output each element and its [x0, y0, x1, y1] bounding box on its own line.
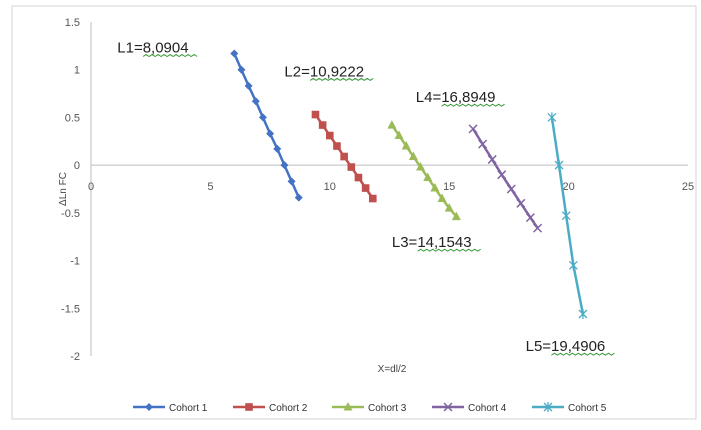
y-tick-labels: 1.5 1 0.5 0 -0.5 -1 -1.5 -2: [61, 17, 80, 363]
annotation-label: L5=19,4906: [526, 338, 606, 355]
series-cohort-4: [468, 124, 543, 233]
x-tick-label: 0: [88, 181, 94, 193]
data-point: [294, 193, 303, 202]
data-point: [468, 124, 478, 134]
legend-item-cohort-3: Cohort 3: [332, 402, 407, 414]
x-tick-label: 10: [324, 181, 336, 193]
data-point: [244, 81, 253, 90]
data-point: [487, 154, 497, 164]
series-cohort-2: [311, 110, 377, 203]
data-point: [347, 163, 356, 171]
y-tick-label: -1: [70, 256, 80, 268]
legend-item-cohort-4: Cohort 4: [432, 402, 507, 414]
annotation-group: L1=8,0904 L2=10,9222 L4=16,8949 L3=14,1543 L…: [117, 40, 615, 356]
data-point: [394, 130, 404, 140]
data-point: [258, 113, 267, 122]
data-point: [430, 183, 440, 192]
series-line: [233, 52, 300, 199]
series-cohort-1: [230, 49, 303, 202]
data-point: [266, 129, 275, 138]
legend-label: Cohort 2: [269, 403, 308, 414]
legend-label: Cohort 4: [468, 403, 507, 414]
data-point: [354, 173, 363, 182]
series-cohort-5: [547, 112, 588, 320]
data-point: [387, 120, 397, 129]
legend-marker: [343, 402, 353, 411]
legend-marker: [245, 403, 253, 411]
data-point: [401, 141, 411, 150]
data-point: [525, 213, 535, 223]
annotation-label: L1=8,0904: [117, 40, 188, 57]
data-point: [311, 110, 320, 119]
chart-area-border: [11, 5, 697, 420]
legend-item-cohort-2: Cohort 2: [233, 403, 308, 414]
data-point: [568, 260, 578, 271]
data-point: [554, 160, 564, 171]
y-tick-label: 1.5: [65, 17, 80, 29]
x-tick-label: 20: [562, 181, 574, 193]
data-point: [516, 198, 526, 208]
annotation-label: L4=16,8949: [416, 89, 496, 106]
legend-label: Cohort 5: [568, 403, 607, 414]
data-point: [561, 210, 571, 221]
data-point: [506, 184, 516, 194]
data-point: [333, 142, 341, 150]
legend-item-cohort-5: Cohort 5: [532, 402, 607, 414]
annotation-label: L2=10,9222: [284, 63, 364, 80]
x-axis-title: X=dl/2: [378, 364, 407, 375]
data-point: [533, 223, 543, 233]
data-point: [251, 97, 260, 106]
y-axis-title: ΔLn FC: [58, 172, 69, 206]
data-point: [423, 172, 433, 182]
data-point: [340, 152, 348, 161]
x-tick-labels: 0 5 10 15 20 25: [88, 181, 694, 193]
data-point: [451, 211, 461, 221]
data-point: [326, 131, 334, 140]
spellcheck-underline: [441, 103, 505, 107]
y-tick-label: 0: [74, 160, 80, 172]
legend-marker: [145, 403, 153, 411]
data-point: [280, 161, 289, 170]
data-point: [444, 203, 454, 212]
data-point: [361, 184, 370, 192]
spellcheck-underline: [309, 77, 374, 82]
x-tick-label: 15: [443, 181, 455, 193]
data-point: [287, 177, 296, 186]
series-line: [390, 124, 458, 218]
y-tick-label: -0.5: [61, 208, 80, 220]
data-point: [416, 162, 426, 171]
legend-item-cohort-1: Cohort 1: [133, 403, 208, 414]
data-point: [578, 309, 588, 320]
series-group: [230, 49, 588, 320]
legend-marker: [443, 402, 453, 412]
spellcheck-underline: [142, 53, 198, 58]
data-point: [437, 193, 447, 203]
x-tick-label: 5: [207, 181, 213, 193]
y-tick-label: -1.5: [61, 303, 80, 315]
data-point: [478, 139, 488, 149]
legend-label: Cohort 1: [169, 403, 208, 414]
y-tick-label: -2: [70, 351, 80, 363]
series-cohort-3: [387, 120, 461, 221]
data-point: [547, 112, 557, 123]
legend-marker: [543, 402, 553, 412]
legend: Cohort 1 Cohort 2 Cohort 3 Cohort 4 Cohort 5: [133, 402, 607, 414]
legend-label: Cohort 3: [368, 403, 407, 414]
y-tick-label: 0.5: [65, 112, 80, 124]
data-point: [318, 121, 327, 129]
y-tick-label: 1: [74, 65, 80, 77]
data-point: [408, 151, 418, 161]
data-point: [273, 144, 282, 153]
x-tick-label: 25: [682, 181, 694, 193]
spellcheck-underline: [551, 352, 615, 356]
data-point: [237, 65, 246, 74]
data-point: [230, 49, 239, 58]
annotation-label: L3=14,1543: [392, 234, 472, 251]
data-point: [497, 170, 507, 180]
data-point: [368, 194, 377, 203]
spellcheck-underline: [417, 248, 481, 252]
